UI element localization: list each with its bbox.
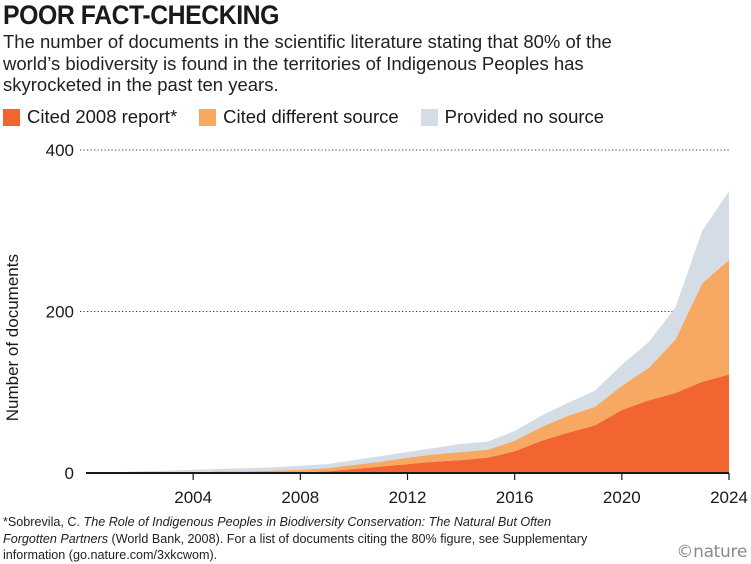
legend-item-cited-2008: Cited 2008 report* (3, 106, 177, 128)
legend-label-cited-2008: Cited 2008 report* (27, 106, 178, 127)
chart-title: POOR FACT-CHECKING (3, 0, 280, 30)
footnote: *Sobrevila, C. The Role of Indigenous Pe… (3, 514, 603, 564)
gridlines (80, 149, 729, 312)
legend-label-cited-other: Cited different source (223, 106, 399, 127)
x-tick-label-2004: 2004 (174, 488, 212, 507)
y-tick-label-200: 200 (46, 303, 74, 322)
legend-item-no-source: Provided no source (420, 106, 605, 128)
legend-item-cited-other: Cited different source (199, 106, 399, 128)
nature-logo: ©nature (676, 542, 747, 562)
x-tick-label-2024: 2024 (710, 488, 748, 507)
y-tick-label-400: 400 (46, 141, 74, 160)
area-series-2 (86, 259, 729, 473)
x-tick-label-2020: 2020 (603, 488, 641, 507)
y-tick-label-0: 0 (65, 464, 74, 483)
legend: Cited 2008 report* Cited different sourc… (3, 104, 626, 130)
stacked-areas (86, 191, 729, 473)
legend-swatch-no-source (420, 108, 438, 126)
footnote-italic-title: The Role of Indigenous Peoples in Biodiv… (3, 515, 552, 546)
area-series-1 (86, 374, 729, 473)
area-chart: 0 200 400 2004 2008 2012 2016 2020 2024 Number … (3, 141, 748, 507)
legend-swatch-cited-other (199, 108, 217, 126)
footnote-suffix: (World Bank, 2008). For a list of docume… (3, 531, 588, 563)
x-tick-label-2012: 2012 (389, 488, 427, 507)
footnote-prefix: *Sobrevila, C. (3, 515, 84, 529)
x-tick-label-2008: 2008 (281, 488, 319, 507)
legend-swatch-cited-2008 (3, 108, 20, 126)
y-axis-ticks: 0 200 400 (46, 141, 74, 483)
y-axis-title: Number of documents (3, 254, 22, 421)
x-tick-label-2016: 2016 (496, 488, 534, 507)
chart-subtitle: The number of documents in the scientifi… (3, 31, 612, 95)
legend-label-no-source: Provided no source (444, 106, 605, 127)
x-axis-ticks: 2004 2008 2012 2016 2020 2024 (174, 473, 748, 507)
